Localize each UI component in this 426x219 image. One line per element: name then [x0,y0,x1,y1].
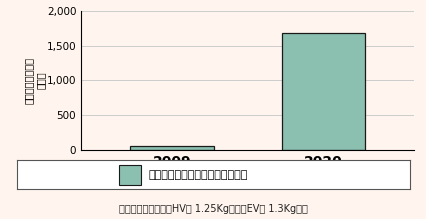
Bar [130,146,213,150]
Bar [119,165,141,185]
Text: 希土類磁石使用量：HV： 1.25Kg／台、EV： 1.3Kg／台: 希土類磁石使用量：HV： 1.25Kg／台、EV： 1.3Kg／台 [119,204,307,214]
Y-axis label: （ｔ）自動車希土
類磁石: （ｔ）自動車希土 類磁石 [23,57,45,104]
Bar [281,33,364,150]
Text: 自動車の希土類磁石使用量（ｔ）: 自動車の希土類磁石使用量（ｔ） [148,170,248,180]
